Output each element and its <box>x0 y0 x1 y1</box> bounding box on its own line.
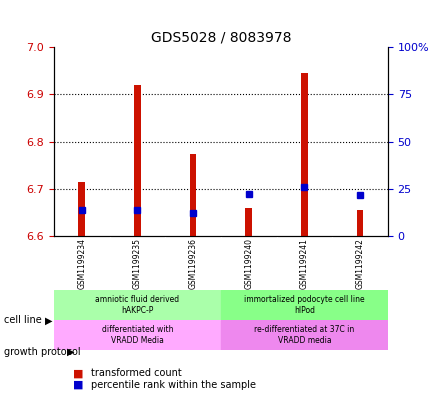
Bar <box>301 73 307 236</box>
Text: GSM1199241: GSM1199241 <box>299 238 308 289</box>
Text: GSM1199234: GSM1199234 <box>77 238 86 289</box>
Bar <box>134 85 140 236</box>
Text: percentile rank within the sample: percentile rank within the sample <box>90 380 255 390</box>
Text: GSM1199235: GSM1199235 <box>132 238 141 289</box>
Text: GSM1199242: GSM1199242 <box>355 238 364 289</box>
Text: GSM1199236: GSM1199236 <box>188 238 197 289</box>
Text: ▶: ▶ <box>45 315 52 325</box>
Bar <box>54 320 221 350</box>
Bar <box>221 320 387 350</box>
Text: growth protocol: growth protocol <box>4 347 81 357</box>
Text: ■: ■ <box>73 380 83 390</box>
Bar <box>189 154 196 236</box>
Bar <box>221 290 387 320</box>
Text: transformed count: transformed count <box>90 368 181 378</box>
Text: re-differentiated at 37C in
VRADD media: re-differentiated at 37C in VRADD media <box>254 325 354 345</box>
Bar <box>78 182 85 236</box>
Text: differentiated with
VRADD Media: differentiated with VRADD Media <box>101 325 173 345</box>
Text: cell line: cell line <box>4 315 42 325</box>
Text: ▶: ▶ <box>67 347 74 357</box>
Bar <box>356 210 362 236</box>
Title: GDS5028 / 8083978: GDS5028 / 8083978 <box>150 31 290 44</box>
Text: amniotic fluid derived
hAKPC-P: amniotic fluid derived hAKPC-P <box>95 296 179 315</box>
Bar <box>54 290 221 320</box>
Text: GSM1199240: GSM1199240 <box>244 238 253 289</box>
Text: immortalized podocyte cell line
hIPod: immortalized podocyte cell line hIPod <box>243 296 364 315</box>
Text: ■: ■ <box>73 368 83 378</box>
Bar <box>245 208 252 236</box>
